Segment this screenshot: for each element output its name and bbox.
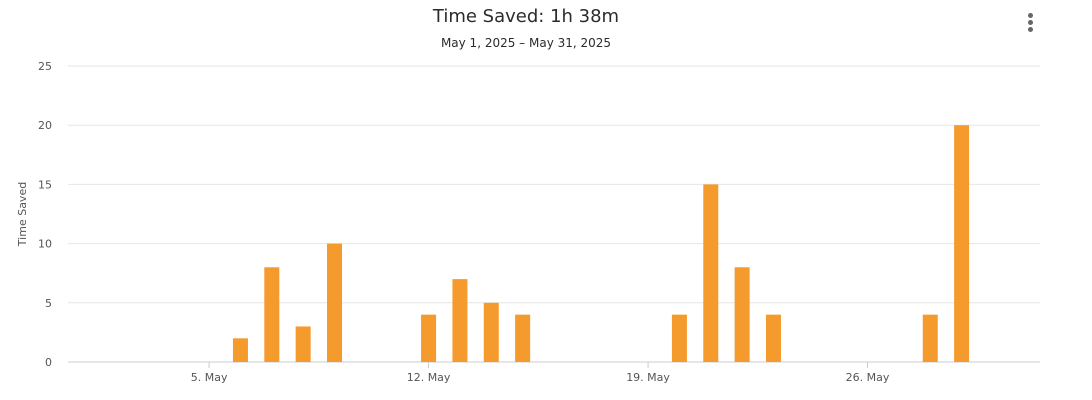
y-axis-label: Time Saved (16, 182, 29, 247)
x-tick-label: 19. May (626, 371, 670, 384)
y-axis-ticks: 0 5 10 15 20 25 (38, 60, 52, 369)
y-tick-label: 5 (45, 297, 52, 310)
y-tick-label: 15 (38, 178, 52, 191)
bar[interactable] (483, 302, 499, 362)
chart-subtitle: May 1, 2025 – May 31, 2025 (440, 36, 612, 50)
bar[interactable] (295, 326, 311, 362)
y-tick-label: 0 (45, 356, 52, 369)
bar[interactable] (922, 314, 938, 362)
bar[interactable] (264, 267, 280, 362)
y-tick-label: 10 (38, 238, 52, 251)
y-tick-label: 20 (38, 119, 52, 132)
x-tick-label: 26. May (846, 371, 890, 384)
kebab-menu-icon[interactable] (1016, 8, 1044, 36)
x-tick-label: 12. May (407, 371, 451, 384)
bar[interactable] (734, 267, 750, 362)
menu-dot (1027, 19, 1033, 25)
bar[interactable] (452, 279, 468, 362)
gridlines (68, 65, 1040, 363)
x-tick-label: 5. May (191, 371, 228, 384)
x-axis-ticks: 5. May 12. May 19. May 26. May (191, 362, 890, 384)
bar[interactable] (327, 243, 343, 362)
bar[interactable] (703, 184, 719, 362)
bar[interactable] (515, 314, 531, 362)
bar[interactable] (671, 314, 687, 362)
bar[interactable] (954, 125, 970, 362)
chart-title: Time Saved: 1h 38m (432, 6, 620, 27)
y-tick-label: 25 (38, 60, 52, 73)
menu-dot (1027, 12, 1033, 18)
menu-dot (1027, 26, 1033, 32)
bar[interactable] (421, 314, 437, 362)
bars (232, 125, 970, 362)
bar[interactable] (232, 338, 248, 362)
bar[interactable] (765, 314, 781, 362)
